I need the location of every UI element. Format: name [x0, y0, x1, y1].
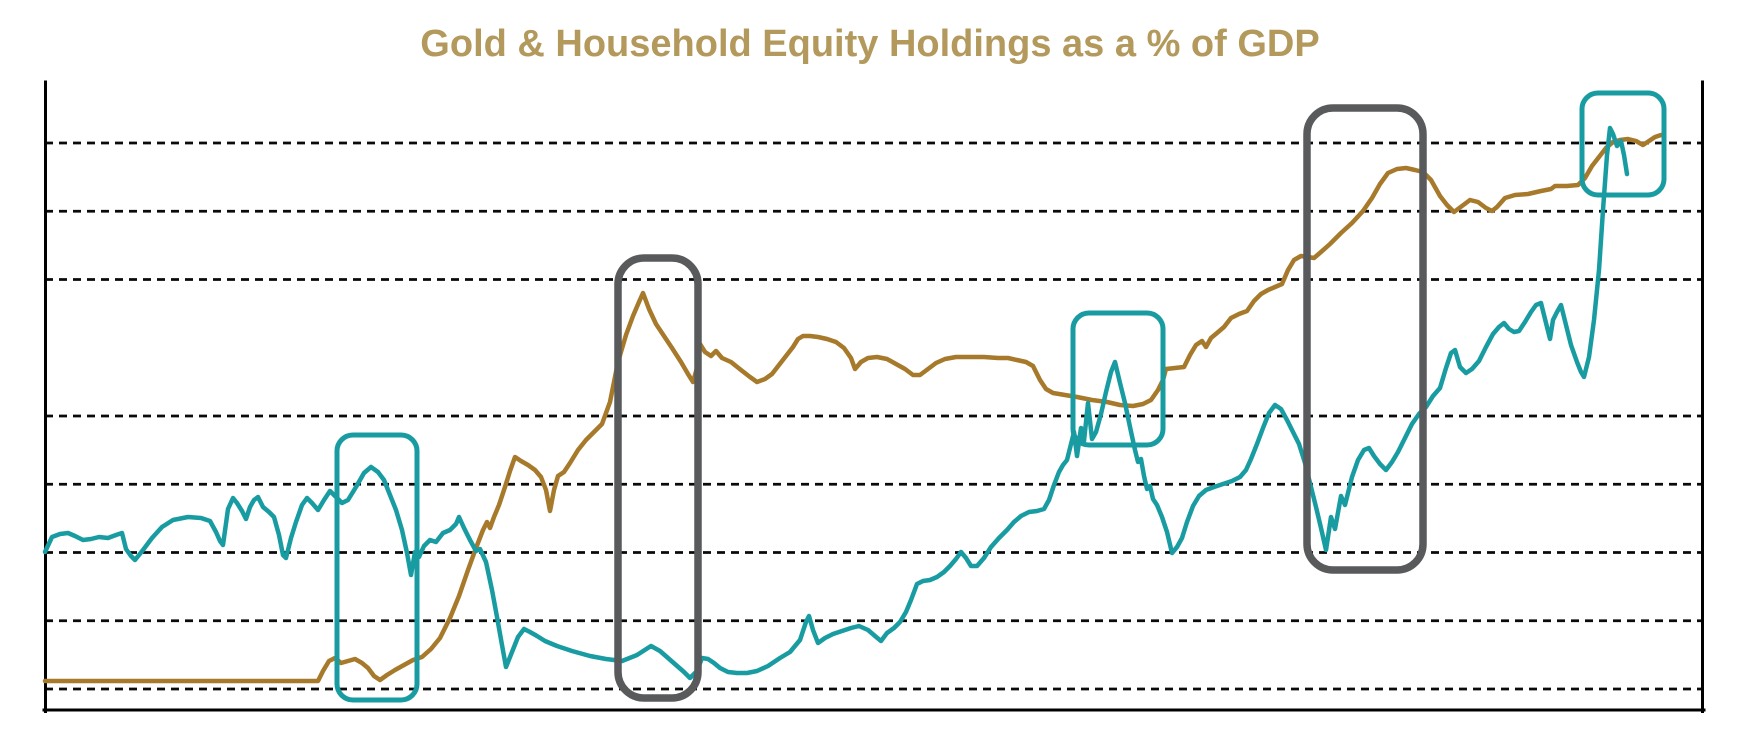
gridlines — [45, 141, 1703, 691]
gold-series-line — [42, 132, 1664, 684]
chart-title: Gold & Household Equity Holdings as a % … — [420, 23, 1319, 65]
highlight-box-gray-1 — [614, 254, 702, 702]
highlight-box-teal-3 — [1579, 90, 1667, 198]
highlight-box-gray-2 — [1303, 104, 1427, 574]
equity-series-line — [42, 125, 1630, 681]
axes — [42, 80, 1706, 713]
highlight-box-teal-1 — [334, 432, 420, 703]
annotation-boxes — [334, 90, 1667, 703]
highlight-box-teal-2 — [1070, 310, 1166, 448]
